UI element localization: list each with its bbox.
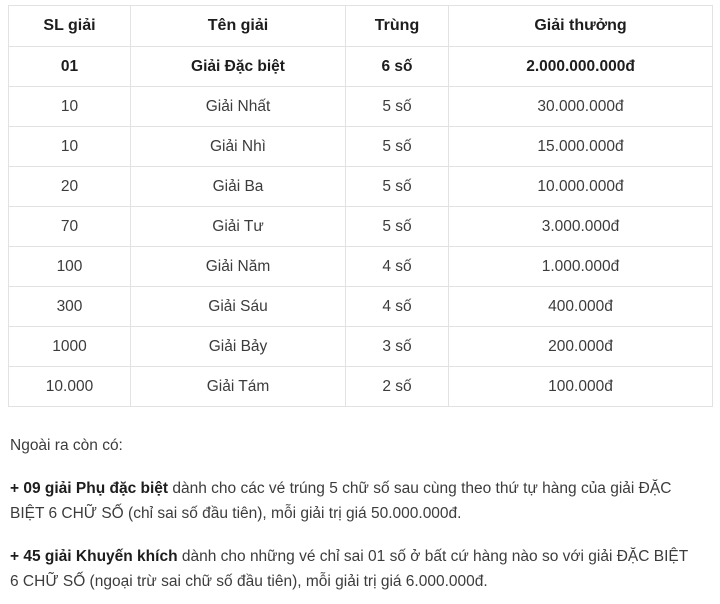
cell-prize-amount: 3.000.000đ (448, 206, 713, 247)
cell-prize-amount: 10.000.000đ (448, 166, 713, 207)
cell-match: 5 số (345, 126, 449, 167)
cell-quantity: 20 (8, 166, 131, 207)
table-row: 10.000 Giải Tám 2 số 100.000đ (8, 366, 713, 407)
cell-quantity: 10.000 (8, 366, 131, 407)
note-bold-label: + 09 giải Phụ đặc biệt (10, 480, 169, 497)
cell-prize-amount: 1.000.000đ (448, 246, 713, 287)
table-row: 01 Giải Đặc biệt 6 số 2.000.000.000đ (8, 46, 713, 87)
table-row: 1000 Giải Bảy 3 số 200.000đ (8, 326, 713, 367)
cell-prize-name: Giải Đặc biệt (130, 46, 346, 87)
cell-match: 3 số (345, 326, 449, 367)
table-row: 300 Giải Sáu 4 số 400.000đ (8, 286, 713, 327)
prize-structure-table: SL giải Tên giải Trùng Giải thưởng 01 Giả… (8, 5, 713, 407)
note-bold-label: + 45 giải Khuyến khích (10, 548, 178, 565)
table-row: 100 Giải Năm 4 số 1.000.000đ (8, 246, 713, 287)
cell-prize-name: Giải Tư (130, 206, 346, 247)
table-body: 01 Giải Đặc biệt 6 số 2.000.000.000đ 10 Giải … (8, 46, 713, 407)
cell-match: 5 số (345, 166, 449, 207)
column-header-quantity: SL giải (8, 5, 131, 47)
notes-intro: Ngoài ra còn có: (10, 437, 123, 454)
cell-match: 6 số (345, 46, 449, 87)
table-row: 10 Giải Nhì 5 số 15.000.000đ (8, 126, 713, 167)
cell-match: 4 số (345, 286, 449, 327)
cell-prize-name: Giải Nhì (130, 126, 346, 167)
cell-prize-amount: 15.000.000đ (448, 126, 713, 167)
cell-prize-amount: 100.000đ (448, 366, 713, 407)
cell-prize-name: Giải Nhất (130, 86, 346, 127)
note-item-consolation-prize: + 45 giải Khuyến khích dành cho những vé… (10, 544, 700, 594)
cell-match: 4 số (345, 246, 449, 287)
cell-quantity: 1000 (8, 326, 131, 367)
cell-prize-name: Giải Sáu (130, 286, 346, 327)
table-row: 20 Giải Ba 5 số 10.000.000đ (8, 166, 713, 207)
cell-prize-amount: 30.000.000đ (448, 86, 713, 127)
cell-prize-name: Giải Bảy (130, 326, 346, 367)
table-row: 70 Giải Tư 5 số 3.000.000đ (8, 206, 713, 247)
cell-prize-name: Giải Năm (130, 246, 346, 287)
cell-quantity: 300 (8, 286, 131, 327)
table-row: 10 Giải Nhất 5 số 30.000.000đ (8, 86, 713, 127)
note-body-text: dành cho các vé trúng 5 chữ số sau cùng … (10, 480, 672, 522)
cell-match: 5 số (345, 206, 449, 247)
column-header-prize-amount: Giải thưởng (448, 5, 713, 47)
notes-section: Ngoài ra còn có: + 09 giải Phụ đặc biệt … (0, 433, 720, 594)
cell-match: 5 số (345, 86, 449, 127)
cell-quantity: 70 (8, 206, 131, 247)
column-header-prize-name: Tên giải (130, 5, 346, 47)
table-header: SL giải Tên giải Trùng Giải thưởng (8, 5, 713, 47)
table-header-row: SL giải Tên giải Trùng Giải thưởng (8, 5, 713, 47)
column-header-match: Trùng (345, 5, 449, 47)
note-body-text: dành cho những vé chỉ sai 01 số ở bất cứ… (10, 548, 688, 590)
cell-prize-name: Giải Tám (130, 366, 346, 407)
cell-quantity: 01 (8, 46, 131, 87)
cell-prize-amount: 400.000đ (448, 286, 713, 327)
cell-prize-amount: 200.000đ (448, 326, 713, 367)
cell-quantity: 100 (8, 246, 131, 287)
cell-prize-amount: 2.000.000.000đ (448, 46, 713, 87)
cell-match: 2 số (345, 366, 449, 407)
cell-quantity: 10 (8, 126, 131, 167)
cell-quantity: 10 (8, 86, 131, 127)
note-item-special-sub-prize: + 09 giải Phụ đặc biệt dành cho các vé t… (10, 476, 700, 526)
prize-table-container: SL giải Tên giải Trùng Giải thưởng 01 Giả… (8, 5, 713, 407)
cell-prize-name: Giải Ba (130, 166, 346, 207)
